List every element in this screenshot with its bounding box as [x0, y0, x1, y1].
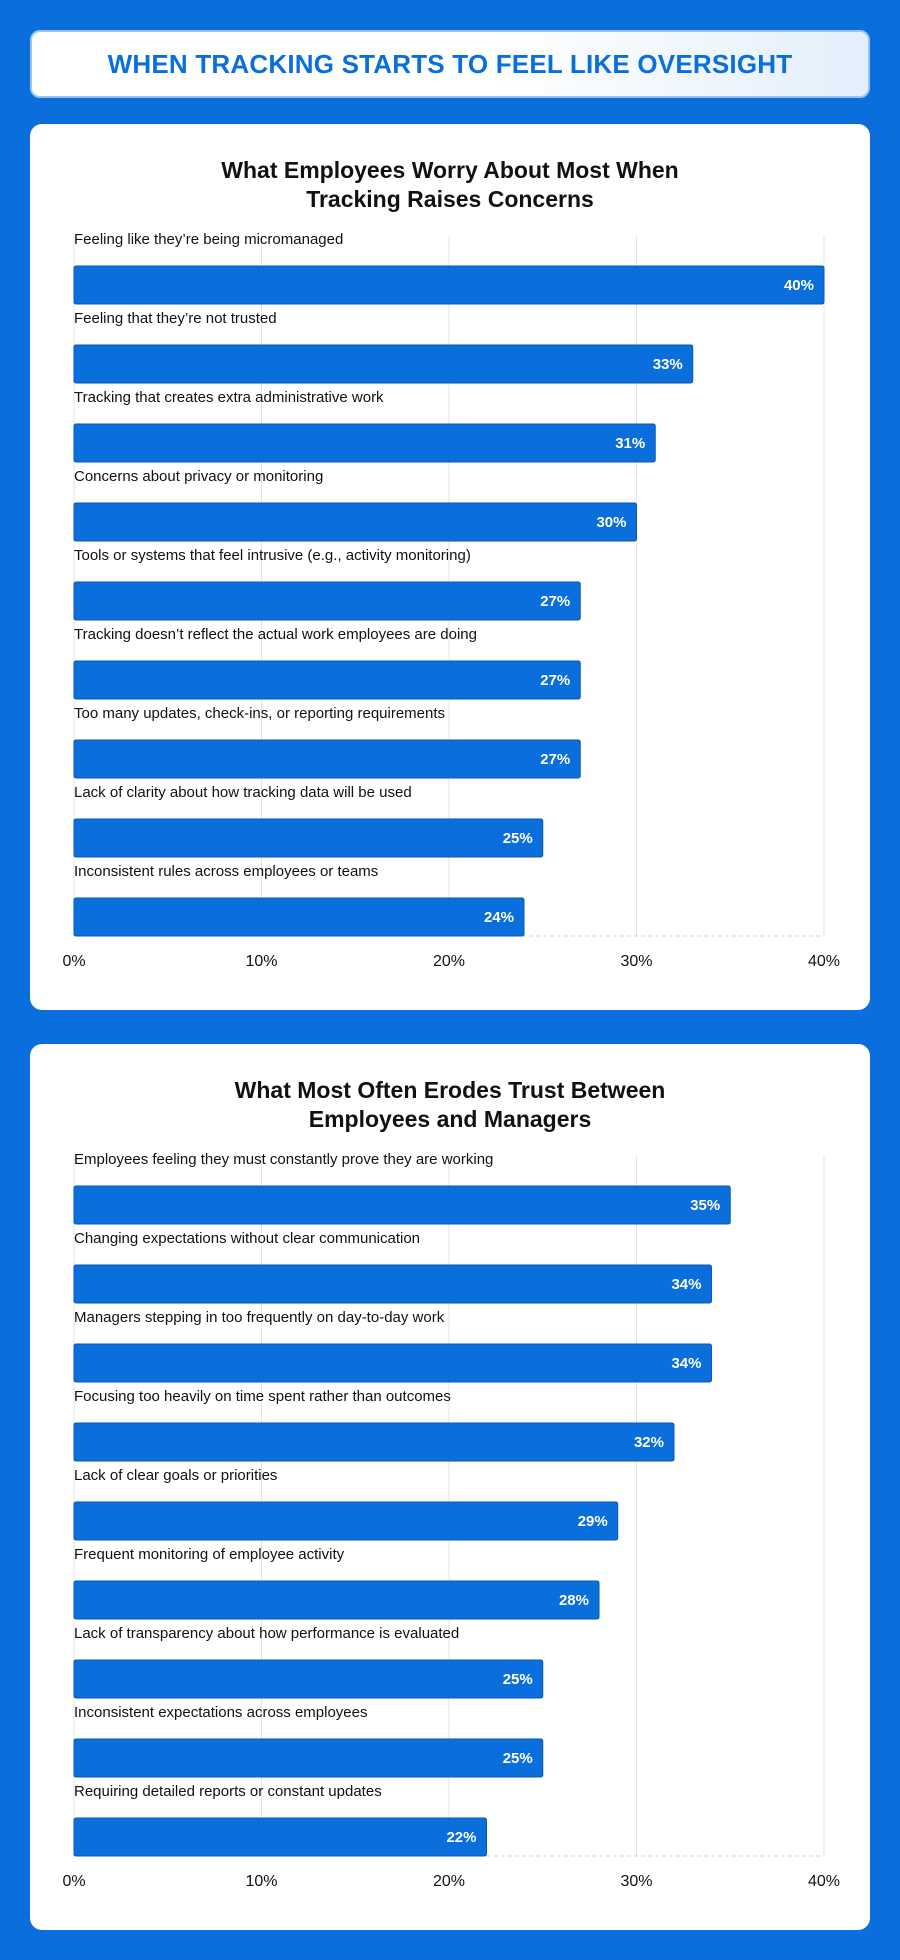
bar-value-label: 34% — [671, 1276, 701, 1293]
bar — [73, 739, 581, 779]
bar-chart-employee-worries: Feeling like they’re being micromanaged 4… — [62, 231, 840, 970]
category-label: Employees feeling they must constantly p… — [74, 1151, 493, 1168]
x-tick-label: 20% — [433, 953, 465, 970]
bar-value-label: 28% — [559, 1592, 589, 1609]
bar-value-label: 29% — [578, 1513, 608, 1530]
bar — [73, 1738, 544, 1778]
bar — [73, 1817, 487, 1857]
bar-value-label: 25% — [503, 1750, 533, 1767]
bar — [73, 1580, 600, 1620]
bar-value-label: 24% — [484, 909, 514, 926]
chart-title: What Employees Worry About Most When Tra… — [221, 157, 679, 212]
x-tick-label: 0% — [62, 1873, 85, 1890]
category-label: Lack of transparency about how performan… — [74, 1625, 459, 1642]
category-label: Tracking that creates extra administrati… — [74, 389, 384, 406]
bar — [73, 581, 581, 621]
category-label: Tracking doesn’t reflect the actual work… — [74, 626, 477, 643]
chart-card-trust-erosion: What Most Often Erodes Trust Between Emp… — [30, 1044, 870, 1930]
category-label: Feeling that they’re not trusted — [74, 310, 277, 327]
category-label: Frequent monitoring of employee activity — [74, 1546, 345, 1563]
category-label: Inconsistent rules across employees or t… — [74, 863, 378, 880]
bar — [73, 818, 544, 858]
x-tick-label: 40% — [808, 953, 840, 970]
category-label: Lack of clear goals or priorities — [74, 1467, 277, 1484]
bar-value-label: 25% — [503, 1671, 533, 1688]
page-title: WHEN TRACKING STARTS TO FEEL LIKE OVERSI… — [107, 48, 793, 79]
bar-value-label: 35% — [690, 1197, 720, 1214]
bar-value-label: 25% — [503, 830, 533, 847]
bar — [73, 1343, 712, 1383]
category-label: Too many updates, check-ins, or reportin… — [74, 705, 445, 722]
category-label: Feeling like they’re being micromanaged — [74, 231, 343, 248]
bar-chart-trust-erosion: Employees feeling they must constantly p… — [62, 1151, 840, 1890]
x-tick-label: 10% — [245, 1873, 277, 1890]
bar-value-label: 30% — [596, 514, 626, 531]
bar — [73, 502, 637, 542]
header-banner: WHEN TRACKING STARTS TO FEEL LIKE OVERSI… — [30, 30, 870, 98]
bar-value-label: 32% — [634, 1434, 664, 1451]
category-label: Changing expectations without clear comm… — [74, 1230, 420, 1247]
x-tick-label: 40% — [808, 1873, 840, 1890]
bar — [73, 1264, 712, 1304]
x-tick-label: 30% — [620, 1873, 652, 1890]
bar — [73, 897, 525, 937]
category-label: Requiring detailed reports or constant u… — [74, 1783, 382, 1800]
bar-value-label: 34% — [671, 1355, 701, 1372]
category-label: Managers stepping in too frequently on d… — [74, 1309, 445, 1326]
category-label: Focusing too heavily on time spent rathe… — [74, 1388, 451, 1405]
x-tick-label: 20% — [433, 1873, 465, 1890]
bar-value-label: 33% — [653, 356, 683, 373]
bar — [73, 1185, 731, 1225]
x-tick-label: 30% — [620, 953, 652, 970]
bar — [73, 265, 825, 305]
category-label: Tools or systems that feel intrusive (e.… — [74, 547, 471, 564]
bar — [73, 1501, 619, 1541]
bar-value-label: 27% — [540, 593, 570, 610]
bar-value-label: 31% — [615, 435, 645, 452]
bar-value-label: 22% — [446, 1829, 476, 1846]
bar-value-label: 27% — [540, 751, 570, 768]
bar-value-label: 40% — [784, 277, 814, 294]
bar — [73, 1659, 544, 1699]
x-tick-label: 10% — [245, 953, 277, 970]
bar — [73, 423, 656, 463]
bar — [73, 660, 581, 700]
bar — [73, 344, 694, 384]
category-label: Concerns about privacy or monitoring — [74, 468, 323, 485]
category-label: Inconsistent expectations across employe… — [74, 1704, 368, 1721]
chart-card-employee-worries: What Employees Worry About Most When Tra… — [30, 124, 870, 1010]
x-tick-label: 0% — [62, 953, 85, 970]
chart-title: What Most Often Erodes Trust Between Emp… — [234, 1077, 666, 1132]
bar-value-label: 27% — [540, 672, 570, 689]
category-label: Lack of clarity about how tracking data … — [74, 784, 412, 801]
bar — [73, 1422, 675, 1462]
